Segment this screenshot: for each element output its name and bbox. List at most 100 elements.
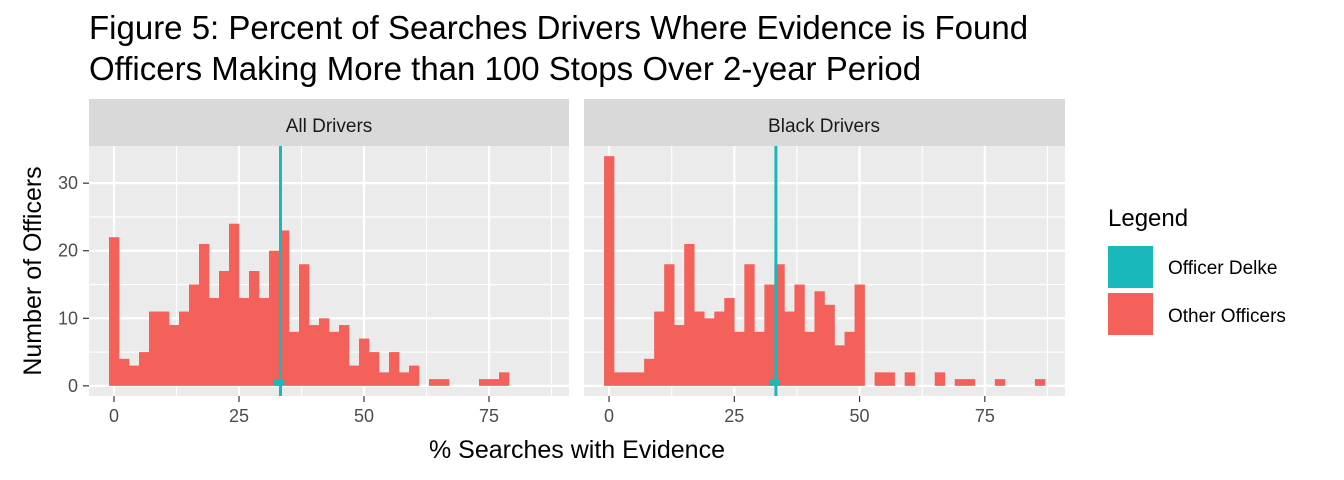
histogram-bar <box>644 358 655 386</box>
histogram-bar <box>804 331 815 386</box>
histogram-bar <box>339 325 350 386</box>
histogram-bar <box>289 331 300 386</box>
histogram-bar <box>844 331 855 386</box>
histogram-bar <box>199 243 210 386</box>
x-axis-title: % Searches with Evidence <box>429 436 725 464</box>
histogram-bar <box>249 271 260 386</box>
facet-panel-all-drivers: All Drivers 0 25 50 75 <box>89 99 569 426</box>
facet-strip <box>584 99 1065 146</box>
legend-label-other-officers: Other Officers <box>1168 306 1286 327</box>
x-axis-ticks: 0 25 50 75 <box>109 396 499 426</box>
histogram-bar <box>714 311 725 386</box>
histogram-bar <box>269 250 280 386</box>
histogram-bar <box>439 379 450 386</box>
x-axis-ticks: 0 25 50 75 <box>604 396 995 426</box>
histogram-bar <box>764 284 775 386</box>
histogram-bar <box>329 331 340 386</box>
histogram-bar <box>399 372 410 386</box>
histogram-bar <box>884 372 895 386</box>
y-axis-ticks: 0 10 20 30 <box>58 173 89 396</box>
histogram-bar <box>359 338 370 386</box>
facet-strip-label: All Drivers <box>286 116 373 137</box>
histogram-bar <box>604 156 615 386</box>
histogram-bar <box>109 237 120 386</box>
y-tick-label: 30 <box>58 173 78 193</box>
chart-title: Figure 5: Percent of Searches Drivers Wh… <box>89 9 1028 46</box>
histogram-bar <box>654 311 665 386</box>
histogram-bar <box>624 372 635 386</box>
histogram-bar <box>994 379 1006 386</box>
y-axis-title: Number of Officers <box>19 166 47 375</box>
x-tick-label: 75 <box>975 406 995 426</box>
histogram-bar <box>794 284 805 386</box>
x-tick-label: 25 <box>724 406 744 426</box>
histogram-bar <box>614 372 625 386</box>
x-tick-label: 75 <box>479 406 499 426</box>
histogram-bar <box>964 379 976 386</box>
histogram-bar <box>209 298 220 386</box>
histogram-bar <box>299 264 310 386</box>
histogram-bar <box>189 284 200 386</box>
histogram-bar <box>319 318 330 386</box>
histogram-bar <box>279 230 290 386</box>
facet-panel-black-drivers: Black Drivers 0 25 50 75 <box>584 99 1065 426</box>
histogram-bar <box>309 325 320 386</box>
histogram-bar <box>754 331 765 386</box>
histogram-bar <box>724 298 735 386</box>
y-tick-label: 10 <box>58 308 78 328</box>
histogram-bar <box>239 298 250 386</box>
x-tick-label: 0 <box>109 406 119 426</box>
histogram-bar <box>684 243 695 386</box>
histogram-bar <box>259 298 270 386</box>
histogram-bar <box>349 365 360 386</box>
facet-strip <box>89 99 569 146</box>
histogram-bar <box>904 372 915 386</box>
x-tick-label: 25 <box>229 406 249 426</box>
y-tick-label: 0 <box>68 376 78 396</box>
histogram-bar <box>634 372 645 386</box>
histogram-bar <box>219 271 230 386</box>
legend-key-officer-delke <box>1108 246 1153 288</box>
histogram-bar <box>834 345 845 386</box>
histogram-bar <box>499 372 510 386</box>
histogram-bar <box>389 352 400 386</box>
histogram-bar <box>824 304 835 386</box>
histogram-bar <box>489 379 500 386</box>
legend-title: Legend <box>1108 205 1188 232</box>
histogram-bar <box>479 379 490 386</box>
histogram-bar <box>429 379 440 386</box>
histogram-bar <box>119 358 130 386</box>
legend: Legend Officer Delke Other Officers <box>1108 205 1286 335</box>
histogram-bar <box>369 352 380 386</box>
histogram-bar <box>229 223 240 386</box>
panel-bars <box>109 223 510 386</box>
histogram-bar <box>139 352 150 386</box>
histogram-bar <box>409 365 420 386</box>
histogram-bar <box>934 372 946 386</box>
panel-bars <box>604 156 1046 386</box>
histogram-bar <box>1034 379 1046 386</box>
histogram-bar <box>694 311 705 386</box>
histogram-bar <box>129 365 140 386</box>
legend-key-other-officers <box>1108 293 1153 335</box>
x-tick-label: 0 <box>604 406 614 426</box>
histogram-bar <box>664 264 675 386</box>
histogram-bar <box>874 372 885 386</box>
x-tick-label: 50 <box>850 406 870 426</box>
x-tick-label: 50 <box>354 406 374 426</box>
histogram-bar <box>734 331 745 386</box>
histogram-bar <box>159 311 170 386</box>
histogram-bar <box>149 311 160 386</box>
histogram-bar <box>774 264 785 386</box>
histogram-bar <box>744 264 755 386</box>
histogram-bar <box>704 318 715 386</box>
histogram-bar <box>854 284 865 386</box>
histogram-bar <box>784 311 795 386</box>
histogram-bar <box>954 379 966 386</box>
histogram-bar <box>814 291 825 386</box>
chart-subtitle: Officers Making More than 100 Stops Over… <box>89 50 921 87</box>
y-tick-label: 20 <box>58 241 78 261</box>
histogram-bar <box>379 372 390 386</box>
